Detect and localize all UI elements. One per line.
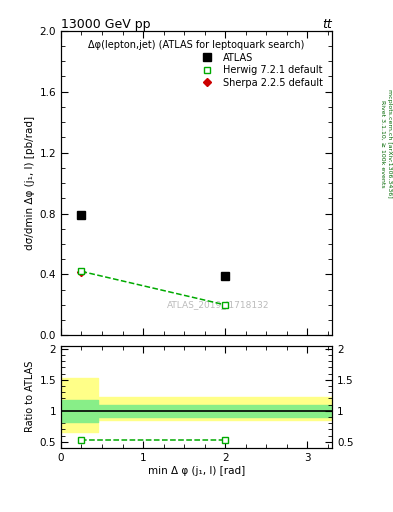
Text: Rivet 3.1.10, ≥ 100k events: Rivet 3.1.10, ≥ 100k events bbox=[381, 99, 386, 187]
Line: Herwig 7.2.1 default: Herwig 7.2.1 default bbox=[78, 268, 229, 308]
Legend: ATLAS, Herwig 7.2.1 default, Sherpa 2.2.5 default: ATLAS, Herwig 7.2.1 default, Sherpa 2.2.… bbox=[195, 51, 325, 90]
ATLAS bbox=[223, 273, 228, 279]
Line: ATLAS: ATLAS bbox=[78, 211, 229, 280]
Text: tt: tt bbox=[322, 18, 332, 31]
Herwig 7.2.1 default bbox=[79, 268, 84, 274]
Text: Δφ(lepton,jet) (ATLAS for leptoquark search): Δφ(lepton,jet) (ATLAS for leptoquark sea… bbox=[88, 40, 305, 50]
Y-axis label: dσ/dmin Δφ (j₁, l) [pb/rad]: dσ/dmin Δφ (j₁, l) [pb/rad] bbox=[25, 116, 35, 250]
X-axis label: min Δ φ (j₁, l) [rad]: min Δ φ (j₁, l) [rad] bbox=[148, 465, 245, 476]
Y-axis label: Ratio to ATLAS: Ratio to ATLAS bbox=[25, 361, 35, 433]
Herwig 7.2.1 default bbox=[223, 302, 228, 308]
Text: mcplots.cern.ch [arXiv:1306.3436]: mcplots.cern.ch [arXiv:1306.3436] bbox=[387, 89, 392, 198]
Text: ATLAS_2019_I1718132: ATLAS_2019_I1718132 bbox=[167, 301, 270, 309]
Text: 13000 GeV pp: 13000 GeV pp bbox=[61, 18, 151, 31]
ATLAS bbox=[79, 212, 84, 218]
